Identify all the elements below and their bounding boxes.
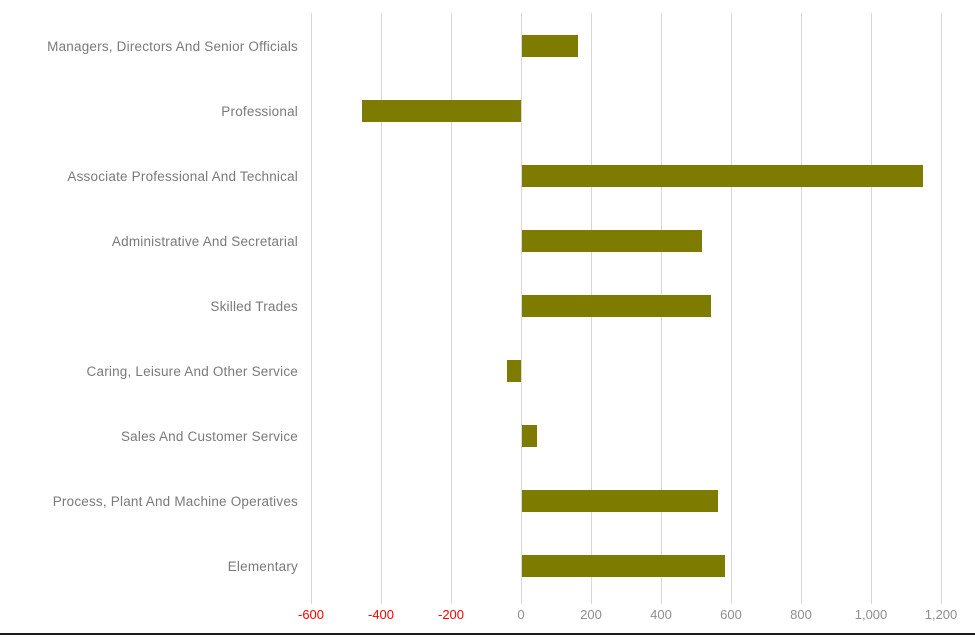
x-tick-label-200: -200 (437, 607, 465, 622)
bar-elementary (521, 554, 725, 577)
category-label-administrative-and-secretarial: Administrative And Secretarial (111, 233, 298, 249)
category-label-elementary: Elementary (227, 558, 298, 574)
gridline-600 (310, 13, 312, 604)
category-label-caring-leisure-and-other-service: Caring, Leisure And Other Service (86, 363, 298, 379)
category-label-professional: Professional (221, 103, 298, 119)
chart-bottom-axis-line (0, 633, 975, 635)
x-tick-label-800: 800 (790, 607, 812, 622)
category-label-process-plant-and-machine-operatives: Process, Plant And Machine Operatives (52, 493, 298, 509)
bar-managers-directors-and-senior-officials (521, 34, 578, 57)
category-label-sales-and-customer-service: Sales And Customer Service (120, 428, 298, 444)
bar-caring-leisure-and-other-service (507, 359, 521, 382)
bar-skilled-trades (521, 294, 711, 317)
x-tick-label-1-000: 1,000 (854, 607, 888, 622)
bar-associate-professional-and-technical (521, 164, 923, 187)
x-tick-label-1-200: 1,200 (924, 607, 958, 622)
category-label-skilled-trades: Skilled Trades (210, 298, 298, 314)
x-tick-label-600: -600 (297, 607, 325, 622)
bar-process-plant-and-machine-operatives (521, 489, 718, 512)
x-tick-label-400: -400 (367, 607, 395, 622)
category-label-associate-professional-and-technical: Associate Professional And Technical (67, 168, 298, 184)
bar-professional (361, 99, 521, 122)
gridline-600 (730, 13, 732, 604)
gridline-0 (520, 13, 522, 604)
bar-sales-and-customer-service (521, 424, 538, 447)
gridline-1-200 (940, 13, 942, 604)
gridline-200 (450, 13, 452, 604)
gridline-800 (800, 13, 802, 604)
x-tick-label-600: 600 (720, 607, 742, 622)
x-tick-label-400: 400 (650, 607, 672, 622)
gridline-400 (380, 13, 382, 604)
gridline-1-000 (870, 13, 872, 604)
category-label-managers-directors-and-senior-officials: Managers, Directors And Senior Officials (47, 38, 298, 54)
bar-administrative-and-secretarial (521, 229, 702, 252)
x-tick-label-200: 200 (580, 607, 602, 622)
x-tick-label-0: 0 (517, 607, 525, 622)
